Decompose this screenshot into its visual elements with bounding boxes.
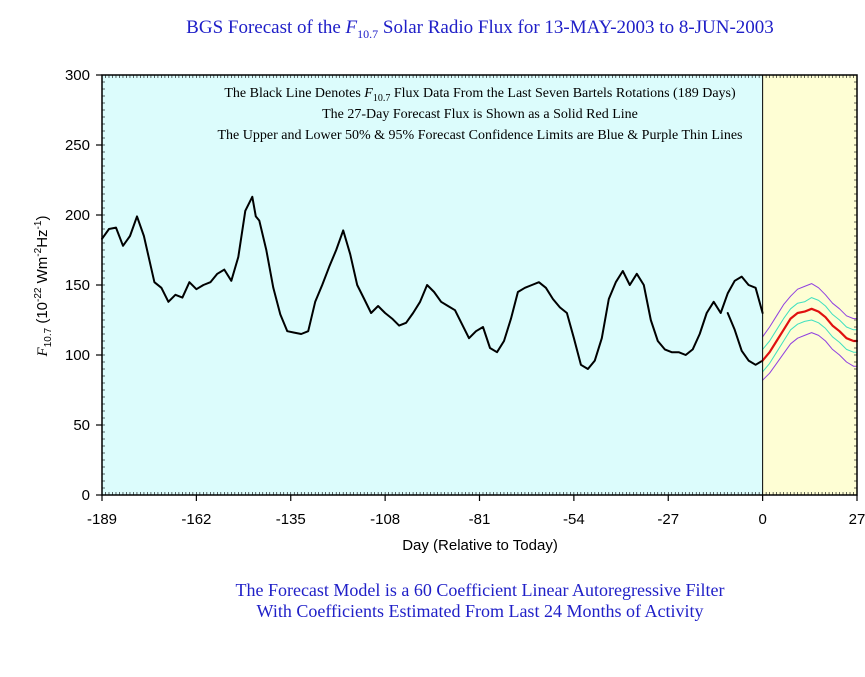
x-axis-label: Day (Relative to Today)	[402, 537, 558, 554]
x-tick-label: -108	[370, 511, 400, 528]
y-label-units-mid: Wm	[34, 257, 51, 288]
note-line-2: The 27-Day Forecast Flux is Shown as a S…	[322, 107, 638, 122]
y-tick-label: 50	[73, 417, 90, 434]
y-tick-label: 300	[65, 67, 90, 84]
y-tick-label: 150	[65, 277, 90, 294]
y-label-exp2: -2	[33, 247, 44, 256]
y-label-exp1: -22	[33, 287, 44, 302]
series-line-observed	[101, 195, 764, 370]
forecast-background	[762, 75, 857, 495]
x-tick-label: 27	[849, 511, 865, 528]
note-line-3: The Upper and Lower 50% & 95% Forecast C…	[218, 128, 743, 143]
note-line-1-suffix: Flux Data From the Last Seven Bartels Ro…	[390, 86, 736, 101]
note-line-1: The Black Line Denotes F10.7 Flux Data F…	[224, 86, 736, 104]
series-line-observed-tail	[726, 312, 764, 366]
y-tick-label: 100	[65, 347, 90, 364]
x-tick-label: -27	[657, 511, 679, 528]
series-line-lower95	[762, 332, 858, 381]
x-tick-label: -54	[563, 511, 585, 528]
y-axis-label: F10.7 (10-22 Wm-2Hz-1)	[33, 216, 54, 358]
title-symbol-sub: 10.7	[357, 27, 378, 41]
footer-line-1: The Forecast Model is a 60 Coefficient L…	[235, 580, 724, 600]
x-tick-label: -162	[181, 511, 211, 528]
footer-line-2: With Coefficients Estimated From Last 24…	[257, 601, 704, 621]
x-tick-label: -135	[276, 511, 306, 528]
series-line-lower50	[762, 319, 858, 373]
y-label-exp3: -1	[33, 220, 44, 229]
y-tick-label: 0	[82, 487, 90, 504]
note-line-1-symbol: F	[363, 86, 373, 101]
series-line-forecast	[761, 307, 859, 362]
y-label-sub: 10.7	[43, 327, 54, 347]
note-line-1-prefix: The Black Line Denotes	[224, 86, 364, 101]
x-tick-label: 0	[758, 511, 766, 528]
y-tick-label: 200	[65, 207, 90, 224]
title-prefix: BGS Forecast of the	[186, 17, 345, 38]
x-tick-label: -189	[87, 511, 117, 528]
y-tick-label: 250	[65, 137, 90, 154]
note-line-1-sub: 10.7	[373, 93, 391, 104]
chart-title: BGS Forecast of the F10.7 Solar Radio Fl…	[186, 17, 774, 41]
y-label-units-mid2: Hz	[34, 229, 51, 247]
y-label-symbol: F	[35, 346, 51, 357]
axes-layer: -189 -162 -135 -108 -81 -54 -27 0 27 0 50 100 150 200…	[65, 67, 865, 528]
y-label-units-pre: (10	[34, 302, 51, 328]
series-layer	[101, 195, 859, 381]
history-background	[102, 75, 763, 495]
y-label-units-post: )	[34, 216, 51, 221]
title-symbol: F	[345, 17, 358, 38]
title-suffix: Solar Radio Flux for 13-MAY-2003 to 8-JU…	[378, 17, 774, 38]
x-tick-label: -81	[469, 511, 491, 528]
series-line-upper95	[762, 283, 858, 338]
series-line-upper50	[762, 297, 858, 350]
